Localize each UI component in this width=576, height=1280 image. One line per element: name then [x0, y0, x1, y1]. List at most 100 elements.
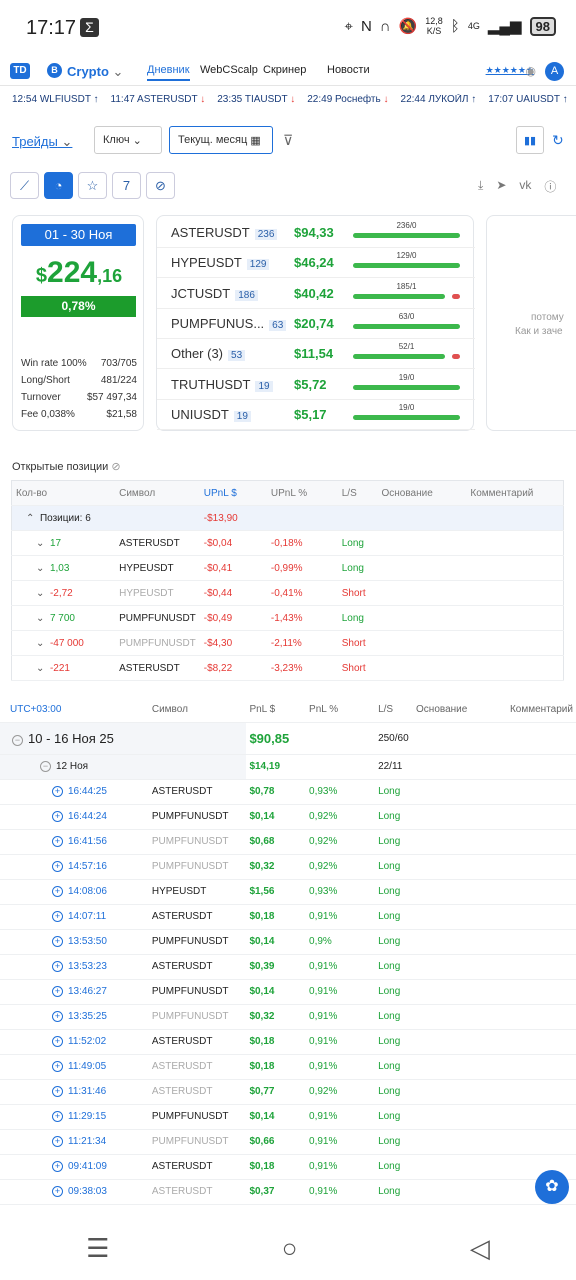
avatar[interactable]: A	[545, 62, 564, 81]
expand-icon[interactable]: +	[52, 861, 63, 872]
column-header[interactable]: Комментарий	[506, 697, 576, 723]
nav-webcscalp[interactable]: WebCScalp	[200, 64, 258, 76]
privacy-rating[interactable]: ★★★★★★	[485, 65, 534, 75]
table-row[interactable]: +16:41:56 PUMPFUNUSDT $0,68 0,92% Long	[0, 829, 576, 855]
column-header[interactable]: Комментарий	[466, 480, 564, 506]
symbol-row[interactable]: HYPEUSDT 129 $46,24 129/0	[157, 248, 475, 279]
nav-news[interactable]: Новости	[327, 64, 370, 76]
nav-diary[interactable]: Дневник	[147, 64, 190, 81]
table-row[interactable]: +13:53:23 ASTERUSDT $0,39 0,91% Long	[0, 954, 576, 980]
column-header[interactable]: UTC+03:00	[0, 697, 149, 723]
key-dropdown[interactable]: Ключ ⌄	[94, 126, 162, 154]
ticker-item[interactable]: 17:07 UAIUSDT ↑	[488, 94, 567, 105]
expand-icon[interactable]: +	[52, 1011, 63, 1022]
column-header[interactable]: UPnL $	[199, 480, 267, 506]
ticker-item[interactable]: 22:49 Роснефть ↓	[307, 94, 388, 105]
column-header[interactable]: Основание	[377, 480, 467, 506]
app-logo[interactable]: TD	[10, 63, 30, 79]
expand-icon[interactable]: +	[52, 1136, 63, 1147]
day-group-row[interactable]: −12 Ноя $14,19 22/11	[0, 754, 576, 780]
line-chart-icon[interactable]: ⟋	[10, 172, 39, 199]
expand-icon[interactable]: +	[52, 936, 63, 947]
column-header[interactable]: L/S	[337, 480, 378, 506]
expand-icon[interactable]: +	[52, 1111, 63, 1122]
vk-icon[interactable]: vk	[519, 178, 532, 192]
expand-icon[interactable]: +	[52, 1061, 63, 1072]
column-header[interactable]: Символ	[148, 697, 247, 723]
exchange-selector[interactable]: Crypto ⌄	[67, 64, 124, 79]
week-group-row[interactable]: −10 - 16 Ноя 25 $90,85 250/60	[0, 722, 576, 755]
expand-icon[interactable]: +	[52, 786, 63, 797]
table-row[interactable]: +11:49:05 ASTERUSDT $0,18 0,91% Long	[0, 1054, 576, 1080]
table-row[interactable]: +09:41:09 ASTERUSDT $0,18 0,91% Long	[0, 1154, 576, 1180]
table-row[interactable]: +11:29:15 PUMPFUNUSDT $0,14 0,91% Long	[0, 1104, 576, 1130]
trend-icon[interactable]: ⊘	[146, 172, 175, 199]
table-row[interactable]: ⌄ 1,03 HYPEUSDT -$0,41 -0,99% Long	[11, 555, 564, 581]
expand-icon[interactable]: +	[52, 1186, 63, 1197]
expand-icon[interactable]: +	[52, 836, 63, 847]
telegram-icon[interactable]: ➤	[496, 178, 507, 192]
symbol-row[interactable]: PUMPFUNUS... 63 $20,74 63/0	[157, 309, 475, 339]
expand-icon[interactable]: +	[52, 986, 63, 997]
column-header[interactable]: Кол-во	[11, 480, 116, 506]
column-header[interactable]: Основание	[413, 697, 507, 723]
date-range[interactable]: 01 - 30 Ноя	[21, 224, 136, 246]
table-row[interactable]: ⌄ 7 700 PUMPFUNUSDT -$0,49 -1,43% Long	[11, 605, 564, 631]
symbol-row[interactable]: Other (3) 53 $11,54 52/1	[157, 339, 475, 370]
table-row[interactable]: +13:46:27 PUMPFUNUSDT $0,14 0,91% Long	[0, 979, 576, 1005]
table-row[interactable]: +13:35:25 PUMPFUNUSDT $0,32 0,91% Long	[0, 1004, 576, 1030]
chat-assistant-button[interactable]: ✿	[535, 1170, 569, 1204]
table-row[interactable]: +16:44:25 ASTERUSDT $0,78 0,93% Long	[0, 779, 576, 805]
table-row[interactable]: +14:08:06 HYPEUSDT $1,56 0,93% Long	[0, 879, 576, 905]
table-row[interactable]: ⌄ -221 ASTERUSDT -$8,22 -3,23% Short	[11, 655, 564, 681]
download-icon[interactable]: ⤓	[478, 178, 484, 192]
ticker-item[interactable]: 12:54 WLFIUSDT ↑	[12, 94, 99, 105]
column-header[interactable]: PnL $	[246, 697, 307, 723]
table-row[interactable]: +16:44:24 PUMPFUNUSDT $0,14 0,92% Long	[0, 804, 576, 830]
calendar-7-icon[interactable]: 7	[112, 172, 141, 199]
back-icon[interactable]: ◁	[469, 1232, 490, 1263]
trades-dropdown[interactable]: Трейды ⌄	[12, 134, 73, 149]
nav-screener[interactable]: Скринер	[263, 64, 307, 76]
refresh-icon[interactable]: ↻	[552, 132, 564, 148]
ticker-item[interactable]: 11:47 ASTERUSDT ↓	[111, 94, 206, 105]
eye-off-icon[interactable]: ⊘	[111, 461, 121, 473]
expand-icon[interactable]: +	[52, 811, 63, 822]
symbol-row[interactable]: JCTUSDT 186 $40,42 185/1	[157, 279, 475, 309]
news-ticker[interactable]: 12:54 WLFIUSDT ↑ 11:47 ASTERUSDT ↓ 23:35 T…	[0, 94, 576, 112]
home-icon[interactable]: ○	[281, 1232, 298, 1263]
bar-chart-icon[interactable]: ▮▮	[516, 126, 544, 154]
pie-chart-icon[interactable]: ◔	[44, 172, 73, 199]
column-header[interactable]: PnL %	[306, 697, 376, 723]
expand-icon[interactable]: +	[52, 1086, 63, 1097]
eye-icon[interactable]: ◉	[525, 64, 536, 78]
expand-icon[interactable]: +	[52, 961, 63, 972]
symbol-row[interactable]: TRUTHUSDT 19 $5,72 19/0	[157, 370, 475, 400]
ticker-item[interactable]: 23:35 TIAUSDT ↓	[217, 94, 295, 105]
period-selector[interactable]: Текущ. месяц ▦	[169, 126, 273, 154]
expand-icon[interactable]: +	[52, 1161, 63, 1172]
menu-icon[interactable]: ☰	[86, 1232, 110, 1263]
filter-icon[interactable]: ⊽	[283, 132, 294, 148]
symbol-row[interactable]: ASTERUSDT 236 $94,33 236/0	[157, 218, 475, 248]
column-header[interactable]: L/S	[375, 697, 414, 723]
table-row[interactable]: +13:53:50 PUMPFUNUSDT $0,14 0,9% Long	[0, 929, 576, 955]
column-header[interactable]: UPnL %	[266, 480, 338, 506]
table-row[interactable]: +11:52:02 ASTERUSDT $0,18 0,91% Long	[0, 1029, 576, 1055]
symbol-row[interactable]: UNIUSDT 19 $5,17 19/0	[157, 400, 475, 430]
table-row[interactable]: ⌄ 17 ASTERUSDT -$0,04 -0,18% Long	[11, 530, 564, 556]
table-row[interactable]: +11:31:46 ASTERUSDT $0,77 0,92% Long	[0, 1079, 576, 1105]
table-row[interactable]: +14:57:16 PUMPFUNUSDT $0,32 0,92% Long	[0, 854, 576, 880]
column-header[interactable]: Символ	[115, 480, 200, 506]
table-row[interactable]: +09:38:03 ASTERUSDT $0,37 0,91% Long	[0, 1179, 576, 1205]
positions-group-row[interactable]: ⌃ Позиции: 6 -$13,90	[11, 505, 564, 531]
table-row[interactable]: +14:07:11 ASTERUSDT $0,18 0,91% Long	[0, 904, 576, 930]
star-icon[interactable]: ☆	[78, 172, 107, 199]
info-icon[interactable]: ⓘ	[544, 180, 557, 194]
expand-icon[interactable]: +	[52, 911, 63, 922]
table-row[interactable]: ⌄ -47 000 PUMPFUNUSDT -$4,30 -2,11% Short	[11, 630, 564, 656]
table-row[interactable]: +11:21:34 PUMPFUNUSDT $0,66 0,91% Long	[0, 1129, 576, 1155]
table-row[interactable]: ⌄ -2,72 HYPEUSDT -$0,44 -0,41% Short	[11, 580, 564, 606]
expand-icon[interactable]: +	[52, 1036, 63, 1047]
expand-icon[interactable]: +	[52, 886, 63, 897]
